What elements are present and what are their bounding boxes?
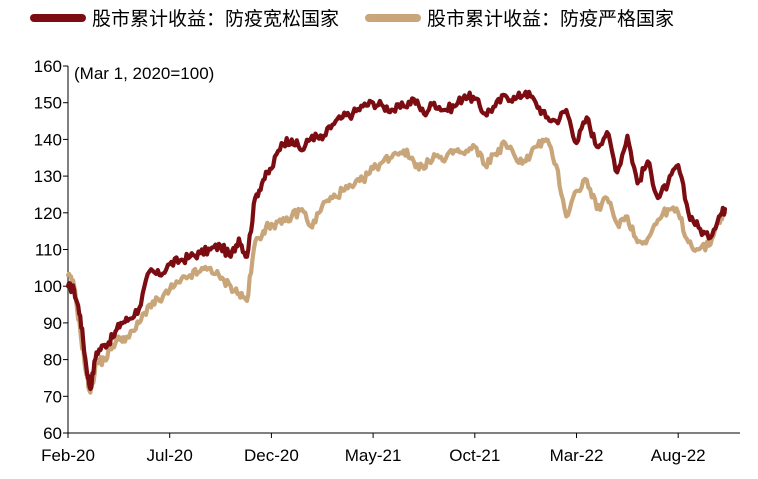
- legend: 股市累计收益：防疫宽松国家 股市累计收益：防疫严格国家: [30, 4, 674, 31]
- y-tick-label: 60: [43, 424, 62, 443]
- y-tick-label: 120: [34, 204, 62, 223]
- x-tick-label: Jul-20: [147, 446, 193, 465]
- x-tick-label: Mar-22: [550, 446, 604, 465]
- x-tick-label: Aug-22: [651, 446, 706, 465]
- series-line-strict: [65, 137, 728, 395]
- x-tick-label: May-21: [345, 446, 402, 465]
- legend-label-strict: 股市累计收益：防疫严格国家: [427, 9, 675, 30]
- series-line-loose: [65, 89, 728, 392]
- x-tick-label: Dec-20: [244, 446, 299, 465]
- y-tick-label: 80: [43, 351, 62, 370]
- y-tick-label: 160: [34, 57, 62, 76]
- legend-item-loose: 股市累计收益：防疫宽松国家: [30, 4, 339, 31]
- y-tick-label: 70: [43, 387, 62, 406]
- y-tick-label: 90: [43, 314, 62, 333]
- y-tick-label: 100: [34, 277, 62, 296]
- series-lines: [65, 89, 728, 395]
- x-tick-label: Oct-21: [449, 446, 500, 465]
- y-tick-label: 130: [34, 167, 62, 186]
- chart-note: (Mar 1, 2020=100): [74, 64, 214, 83]
- legend-label-loose: 股市累计收益：防疫宽松国家: [92, 9, 340, 30]
- axes: 60 70 80 90 100 110 120 130 140 150 160 Feb-20 Jul-2…: [34, 57, 740, 465]
- legend-item-strict: 股市累计收益：防疫严格国家: [365, 4, 674, 31]
- legend-swatch-strict: [365, 13, 422, 22]
- y-tick-label: 150: [34, 94, 62, 113]
- x-tick-label: Feb-20: [41, 446, 95, 465]
- y-tick-label: 110: [35, 241, 62, 260]
- y-tick-label: 140: [34, 130, 62, 149]
- legend-swatch-loose: [30, 13, 86, 22]
